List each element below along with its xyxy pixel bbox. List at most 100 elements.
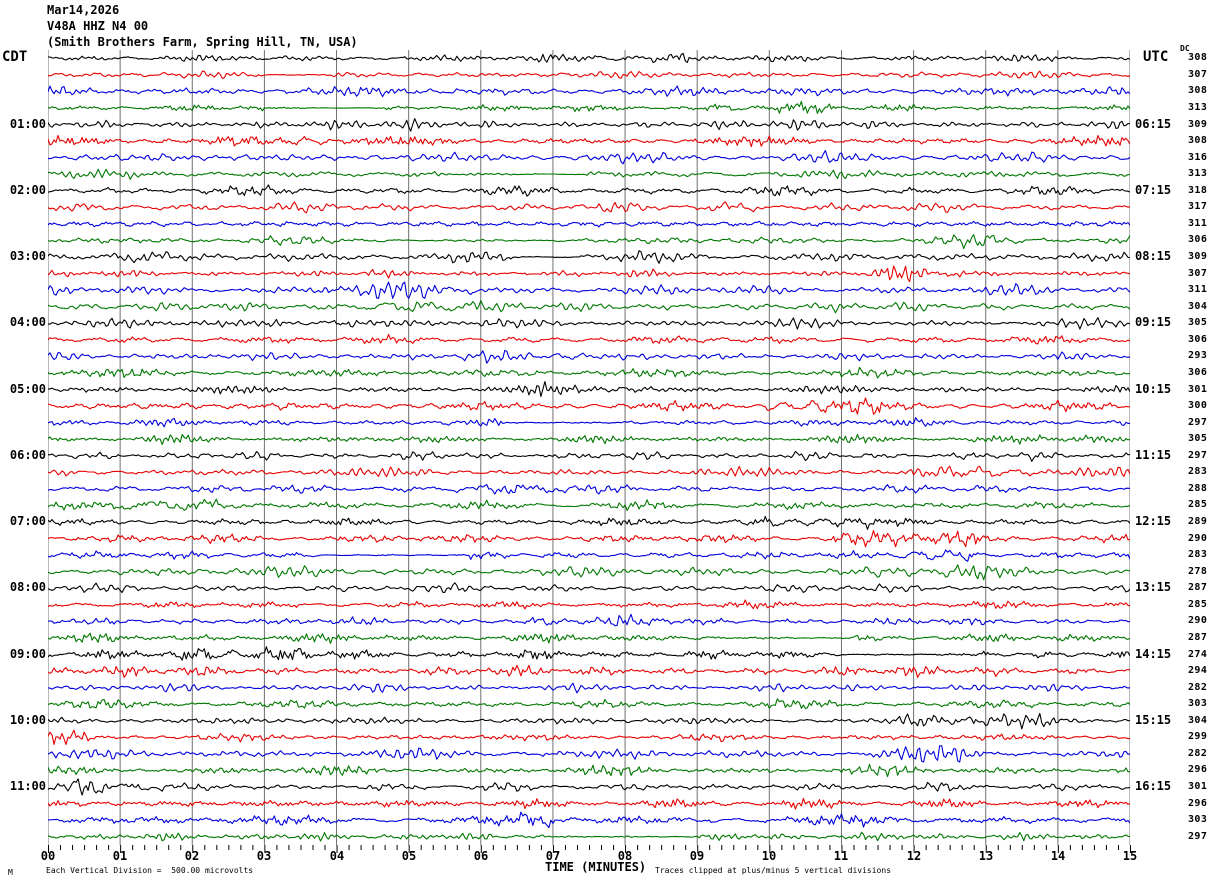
logo-mark: M xyxy=(8,868,13,877)
seismo-trace-row xyxy=(48,549,1130,562)
seismo-trace-row xyxy=(48,250,1130,264)
minute-ticks xyxy=(48,845,1131,853)
dc-value: 299 xyxy=(1188,731,1208,742)
seismo-trace-row xyxy=(48,613,1130,627)
dc-value: 278 xyxy=(1188,566,1208,577)
x-tick-label: 11 xyxy=(833,849,849,863)
seismo-trace-row xyxy=(48,234,1130,250)
seismo-trace-row xyxy=(48,498,1130,512)
utc-hour-label: 16:15 xyxy=(1135,779,1172,793)
dc-value: 313 xyxy=(1188,102,1208,113)
seismo-trace-row xyxy=(48,366,1130,379)
dc-value: 306 xyxy=(1188,334,1208,345)
seismo-trace-row xyxy=(48,664,1130,678)
utc-hour-label: 08:15 xyxy=(1135,249,1172,263)
x-tick-label: 13 xyxy=(978,849,994,863)
dc-value: 309 xyxy=(1188,251,1208,262)
dc-value: 296 xyxy=(1188,798,1208,809)
dc-value: 305 xyxy=(1188,433,1208,444)
cdt-hour-label: 11:00 xyxy=(9,779,46,793)
seismo-trace-row xyxy=(48,168,1130,180)
dc-value: 283 xyxy=(1188,466,1208,477)
cdt-hour-label: 01:00 xyxy=(9,117,46,131)
cdt-hour-label: 10:00 xyxy=(9,713,46,727)
dc-value: 293 xyxy=(1188,350,1208,361)
right-axis-header: UTC xyxy=(1143,49,1169,65)
dc-value: 294 xyxy=(1188,665,1208,676)
left-axis-header: CDT xyxy=(2,49,28,65)
seismo-trace-row xyxy=(48,811,1130,829)
utc-hour-label: 13:15 xyxy=(1135,580,1172,594)
x-tick-label: 03 xyxy=(256,849,272,863)
utc-hour-label: 14:15 xyxy=(1135,647,1172,661)
seismo-trace-row xyxy=(48,698,1130,710)
x-tick-label: 04 xyxy=(329,849,345,863)
dc-value: 289 xyxy=(1188,516,1208,527)
title-location: (Smith Brothers Farm, Spring Hill, TN, U… xyxy=(47,35,358,49)
x-tick-label: 06 xyxy=(473,849,489,863)
dc-value: 316 xyxy=(1188,152,1208,163)
dc-value: 274 xyxy=(1188,649,1208,660)
dc-value: 311 xyxy=(1188,218,1208,229)
dc-value: 296 xyxy=(1188,764,1208,775)
x-tick-label: 07 xyxy=(545,849,561,863)
dc-value: 317 xyxy=(1188,201,1208,212)
dc-value: 304 xyxy=(1188,715,1208,726)
seismo-trace-row xyxy=(48,682,1130,694)
seismo-trace-row xyxy=(48,134,1130,148)
seismo-trace-row xyxy=(48,582,1130,594)
x-tick-label: 05 xyxy=(401,849,417,863)
seismo-trace-row xyxy=(48,417,1130,428)
seismo-trace-row xyxy=(48,300,1130,314)
dc-value: 285 xyxy=(1188,599,1208,610)
x-tick-label: 02 xyxy=(184,849,200,863)
dc-value: 309 xyxy=(1188,119,1208,130)
seismo-trace-row xyxy=(48,465,1130,478)
dc-value: 301 xyxy=(1188,384,1208,395)
seismo-trace-row xyxy=(48,333,1130,345)
dc-value: 288 xyxy=(1188,483,1208,494)
x-tick-label: 01 xyxy=(112,849,128,863)
title-date: Mar14,2026 xyxy=(47,3,120,17)
seismo-trace-row xyxy=(48,745,1130,763)
scale-note: Each Vertical Division = 500.00 microvol… xyxy=(46,866,254,875)
seismo-trace-row xyxy=(48,52,1130,64)
utc-hour-label: 12:15 xyxy=(1135,514,1172,528)
seismo-trace-row xyxy=(48,70,1130,79)
utc-hour-label: 06:15 xyxy=(1135,117,1172,131)
dc-value: 290 xyxy=(1188,615,1208,626)
x-tick-label: 15 xyxy=(1122,849,1138,863)
seismo-trace-row xyxy=(48,100,1130,114)
dc-value: 297 xyxy=(1188,450,1208,461)
dc-value: 306 xyxy=(1188,234,1208,245)
utc-hour-label: 07:15 xyxy=(1135,183,1172,197)
seismo-trace-row xyxy=(48,201,1130,214)
x-tick-label: 12 xyxy=(906,849,922,863)
dc-value: 290 xyxy=(1188,533,1208,544)
cdt-hour-label: 05:00 xyxy=(9,382,46,396)
dc-value: 287 xyxy=(1188,632,1208,643)
seismo-trace-row xyxy=(48,712,1130,730)
dc-value: 300 xyxy=(1188,400,1208,411)
cdt-hour-label: 06:00 xyxy=(9,448,46,462)
x-tick-label: 00 xyxy=(40,849,56,863)
utc-hour-label: 10:15 xyxy=(1135,382,1172,396)
dc-column-header: DC xyxy=(1180,44,1190,53)
x-tick-label: 10 xyxy=(761,849,777,863)
dc-value: 283 xyxy=(1188,549,1208,560)
dc-value: 282 xyxy=(1188,748,1208,759)
dc-value: 307 xyxy=(1188,69,1208,80)
seismo-trace-row xyxy=(48,831,1130,842)
x-tick-label: 14 xyxy=(1050,849,1066,863)
dc-value: 303 xyxy=(1188,814,1208,825)
seismo-trace-row xyxy=(48,564,1130,581)
seismo-trace-row xyxy=(48,450,1130,462)
dc-value: 304 xyxy=(1188,301,1208,312)
seismo-trace-row xyxy=(48,763,1130,778)
seismo-trace-row xyxy=(48,433,1130,446)
seismo-trace-row xyxy=(48,729,1130,746)
x-axis-title: TIME (MINUTES) xyxy=(545,860,647,874)
cdt-hour-label: 04:00 xyxy=(9,315,46,329)
seismo-trace-row xyxy=(48,632,1130,644)
dc-value: 282 xyxy=(1188,682,1208,693)
